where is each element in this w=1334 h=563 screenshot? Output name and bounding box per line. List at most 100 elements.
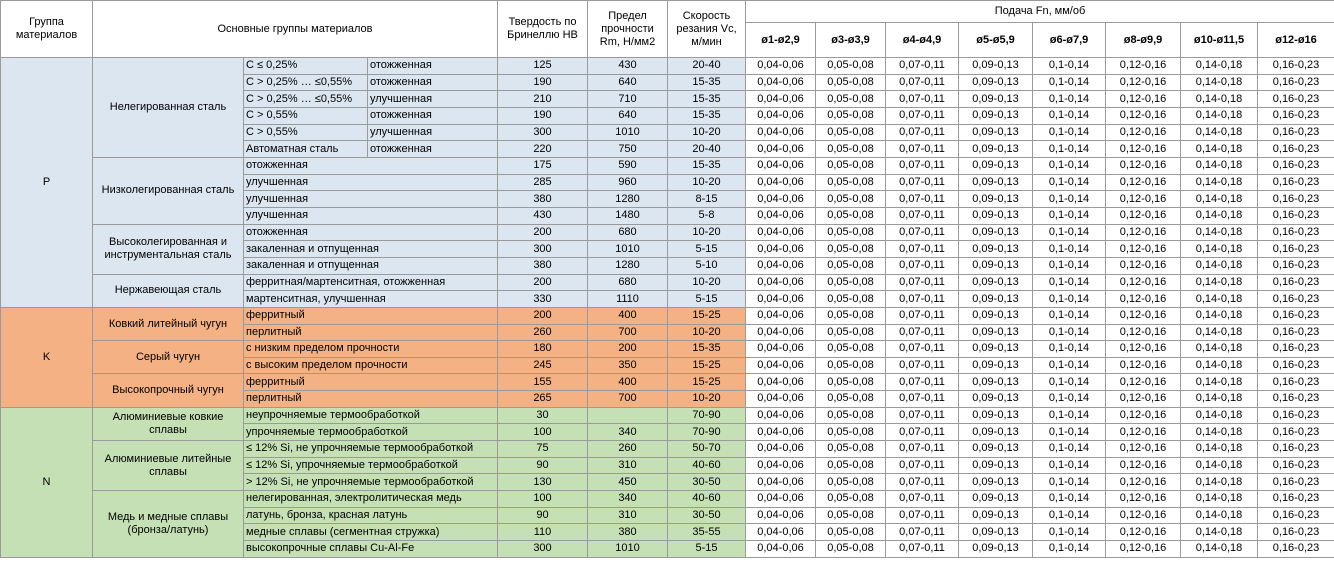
table-row: улучшенная 380 1280 8-15 0,04-0,06 0,05-0,08 0… — [1, 190, 1334, 208]
feed-cell: 0,07-0,11 — [885, 73, 959, 92]
diameter-header: ø4-ø4,9 — [885, 22, 959, 58]
feed-cell: 0,16-0,23 — [1256, 140, 1334, 158]
feed-cell: 0,16-0,23 — [1256, 323, 1334, 342]
diameter-header: ø1-ø2,9 — [745, 22, 816, 58]
feed-cell: 0,14-0,18 — [1180, 340, 1258, 358]
hardness-cell: 300 — [497, 540, 588, 558]
feed-cell: 0,07-0,11 — [885, 306, 959, 325]
feed-cell: 0,14-0,18 — [1180, 57, 1258, 75]
feed-cell: 0,09-0,13 — [958, 490, 1033, 508]
feed-cell: 0,05-0,08 — [815, 506, 886, 525]
subgroup-cell: Медь и медные сплавы (бронза/латунь) — [92, 490, 244, 558]
hardness-cell: 220 — [497, 140, 588, 158]
feed-cell: 0,04-0,06 — [745, 173, 816, 192]
feed-cell: 0,12-0,16 — [1105, 240, 1181, 258]
hardness-cell: 430 — [497, 206, 588, 225]
feed-cell: 0,1-0,14 — [1032, 223, 1106, 242]
hardness-cell: 155 — [497, 373, 588, 392]
table-row: Медь и медные сплавы (бронза/латунь) неле… — [1, 490, 1334, 558]
feed-cell: 0,1-0,14 — [1032, 140, 1106, 158]
strength-cell: 310 — [587, 456, 668, 475]
header-cell: Скорость резания Vc, м/мин — [667, 0, 746, 58]
strength-cell: 310 — [587, 506, 668, 525]
subgroup-cell: Серый чугун — [92, 340, 244, 375]
speed-cell: 15-35 — [667, 156, 746, 175]
hardness-cell: 260 — [497, 323, 588, 342]
feed-cell: 0,12-0,16 — [1105, 423, 1181, 442]
feed-cell: 0,16-0,23 — [1256, 256, 1334, 275]
feed-cell: 0,05-0,08 — [815, 190, 886, 208]
feed-cell: 0,05-0,08 — [815, 306, 886, 325]
speed-cell: 15-25 — [667, 373, 746, 392]
feed-cell: 0,14-0,18 — [1180, 423, 1258, 442]
feed-cell: 0,16-0,23 — [1256, 490, 1334, 508]
feed-cell: 0,05-0,08 — [815, 373, 886, 392]
feed-cell: 0,09-0,13 — [958, 340, 1033, 358]
feed-cell: 0,07-0,11 — [885, 440, 959, 458]
feed-cell: 0,09-0,13 — [958, 406, 1033, 425]
table-row: перлитный 260 700 10-20 0,04-0,06 0,05-0,08 0,… — [1, 323, 1334, 342]
feed-cell: 0,16-0,23 — [1256, 356, 1334, 375]
table-row: закаленная и отпущенная 300 1010 5-15 0,04-0… — [1, 240, 1334, 258]
hardness-cell: 200 — [497, 273, 588, 292]
feed-cell: 0,1-0,14 — [1032, 390, 1106, 408]
strength-cell: 710 — [587, 90, 668, 108]
hardness-cell: 175 — [497, 156, 588, 175]
table-row: мартенситная, улучшенная 330 1110 5-15 0,04-… — [1, 290, 1334, 308]
strength-cell: 640 — [587, 106, 668, 125]
feed-cell: 0,09-0,13 — [958, 73, 1033, 92]
strength-cell: 200 — [587, 340, 668, 358]
feed-cell: 0,14-0,18 — [1180, 173, 1258, 192]
hardness-cell: 300 — [497, 240, 588, 258]
hardness-cell: 300 — [497, 123, 588, 142]
feed-cell: 0,14-0,18 — [1180, 373, 1258, 392]
strength-cell: 1480 — [587, 206, 668, 225]
speed-cell: 10-20 — [667, 123, 746, 142]
material-cell: медные сплавы (сегментная стружка) — [243, 523, 498, 542]
feed-cell: 0,09-0,13 — [958, 57, 1033, 75]
feed-cell: 0,14-0,18 — [1180, 473, 1258, 492]
material-cell: неупрочняемые термообработкой — [243, 406, 498, 425]
material-cell: ферритный — [243, 306, 498, 325]
strength-cell: 430 — [587, 57, 668, 75]
feed-cell: 0,05-0,08 — [815, 290, 886, 308]
feed-cell: 0,14-0,18 — [1180, 206, 1258, 225]
feed-cell: 0,12-0,16 — [1105, 356, 1181, 375]
strength-cell: 960 — [587, 173, 668, 192]
material-cell: с высоким пределом прочности — [243, 356, 498, 375]
hardness-cell: 125 — [497, 57, 588, 75]
group-cell: P — [0, 57, 93, 308]
feed-cell: 0,05-0,08 — [815, 406, 886, 425]
feed-cell: 0,04-0,06 — [745, 456, 816, 475]
feed-cell: 0,12-0,16 — [1105, 123, 1181, 142]
hardness-cell: 100 — [497, 423, 588, 442]
material-cell: отожженная — [367, 106, 498, 125]
feed-cell: 0,16-0,23 — [1256, 273, 1334, 292]
feed-cell: 0,09-0,13 — [958, 423, 1033, 442]
feed-cell: 0,07-0,11 — [885, 406, 959, 425]
material-cell: > 12% Si, не упрочняемые термообработкой — [243, 473, 498, 492]
hardness-cell: 210 — [497, 90, 588, 108]
feed-cell: 0,14-0,18 — [1180, 73, 1258, 92]
material-cell: ≤ 12% Si, упрочняемые термообработкой — [243, 456, 498, 475]
material-cell: улучшенная — [367, 90, 498, 108]
material-cell: улучшенная — [243, 190, 498, 208]
feed-cell: 0,1-0,14 — [1032, 256, 1106, 275]
feed-cell: 0,14-0,18 — [1180, 256, 1258, 275]
feed-cell: 0,05-0,08 — [815, 523, 886, 542]
feed-cell: 0,04-0,06 — [745, 290, 816, 308]
feed-cell: 0,04-0,06 — [745, 390, 816, 408]
hardness-cell: 30 — [497, 406, 588, 425]
feed-cell: 0,16-0,23 — [1256, 223, 1334, 242]
feed-cell: 0,16-0,23 — [1256, 90, 1334, 108]
strength-cell: 400 — [587, 306, 668, 325]
feed-cell: 0,14-0,18 — [1180, 223, 1258, 242]
feed-cell: 0,12-0,16 — [1105, 106, 1181, 125]
speed-cell: 40-60 — [667, 490, 746, 508]
feed-cell: 0,04-0,06 — [745, 140, 816, 158]
feed-cell: 0,05-0,08 — [815, 473, 886, 492]
feed-cell: 0,16-0,23 — [1256, 106, 1334, 125]
subgroup-cell: Высокопрочный чугун — [92, 373, 244, 408]
feed-cell: 0,16-0,23 — [1256, 440, 1334, 458]
feed-cell: 0,04-0,06 — [745, 73, 816, 92]
